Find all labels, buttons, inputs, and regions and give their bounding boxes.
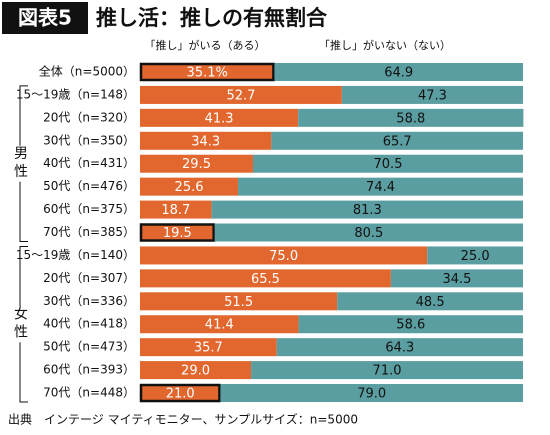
value-label: 51.5: [224, 295, 253, 310]
bar-segment: [140, 154, 253, 173]
bar-segment: [427, 246, 523, 265]
bar-segment: [140, 384, 221, 403]
category-label: 60代（n=375）: [43, 202, 135, 216]
value-label: 71.0: [373, 364, 402, 379]
bar-segment: [140, 223, 215, 242]
category-label: 70代（n=385）: [43, 225, 135, 239]
value-label: 47.3: [418, 88, 447, 103]
category-label: 50代（n=476）: [43, 179, 135, 193]
chart-title: 推し活：推しの有無割合: [96, 6, 328, 30]
category-label: 20代（n=307）: [43, 271, 135, 285]
value-label: 75.0: [269, 249, 298, 264]
bar-segment: [214, 223, 523, 242]
figure-label: 図表5: [18, 6, 72, 30]
category-label: 30代（n=336）: [43, 294, 135, 308]
bar-segment: [298, 108, 524, 127]
bar-segment: [140, 246, 428, 265]
category-label: 40代（n=431）: [43, 156, 135, 170]
group-label: 男性: [12, 146, 28, 182]
bar-segment: [298, 315, 523, 334]
bar-segment: [238, 177, 523, 196]
category-label: 40代（n=418）: [43, 317, 135, 331]
bar-segment: [140, 338, 277, 357]
value-label: 79.0: [357, 387, 386, 402]
bar-segment: [220, 384, 523, 403]
bar-segment: [140, 361, 252, 380]
bar-segment: [140, 269, 391, 288]
value-label: 19.5: [163, 226, 192, 241]
bar-segment: [140, 177, 239, 196]
value-label: 70.5: [374, 157, 403, 172]
value-label: 64.3: [385, 341, 414, 356]
value-label: 81.3: [353, 203, 382, 218]
group-label: 女性: [12, 306, 28, 343]
category-label: 70代（n=448）: [43, 386, 135, 400]
category-label: 20代（n=320）: [43, 110, 135, 124]
bar-segment: [274, 63, 523, 81]
value-label: 52.7: [226, 88, 255, 103]
bar-segment: [271, 131, 523, 150]
category-label: 50代（n=473）: [43, 340, 135, 354]
bar-segment: [337, 292, 523, 311]
value-label: 29.5: [182, 157, 211, 172]
bar-segment: [140, 292, 338, 311]
value-label: 21.0: [166, 387, 195, 402]
bar-segment: [140, 63, 275, 81]
value-label: 35.1%: [187, 66, 228, 81]
bar-segment: [341, 85, 523, 104]
value-label: 18.7: [161, 203, 190, 218]
figure-label-box: [2, 2, 88, 34]
category-label: 15～19歳（n=148）: [16, 87, 135, 101]
value-label: 80.5: [354, 226, 383, 241]
bar-segment: [251, 361, 523, 380]
value-label: 74.4: [366, 180, 395, 195]
value-label: 41.4: [205, 318, 234, 333]
value-label: 48.5: [416, 295, 445, 310]
source: 出典 インテージ マイティモニター、サンプルサイズ：n=5000: [8, 412, 358, 427]
value-label: 58.8: [396, 111, 425, 126]
bar-segment: [140, 315, 299, 334]
value-label: 65.5: [251, 272, 280, 287]
value-label: 29.0: [181, 364, 210, 379]
legend-label: 「推し」がいない（ない）: [319, 38, 451, 52]
highlight-box: [139, 383, 221, 403]
category-label: 全体（n=5000）: [39, 64, 135, 79]
bar-segment: [140, 108, 299, 127]
value-label: 25.0: [461, 249, 490, 264]
group-label-bg: [10, 306, 30, 343]
bar-segment: [252, 154, 524, 173]
legend-label: 「推し」がいる（ある）: [145, 38, 266, 52]
highlight-box: [139, 62, 275, 82]
bar-segment: [211, 200, 523, 219]
value-label: 34.3: [191, 134, 220, 149]
value-label: 64.9: [384, 66, 413, 81]
value-label: 58.6: [396, 318, 425, 333]
value-label: 41.3: [205, 111, 234, 126]
bar-segment: [140, 85, 342, 104]
value-label: 25.6: [175, 180, 204, 195]
category-label: 15～19歳（n=140）: [16, 248, 135, 262]
bar-segment: [276, 338, 523, 357]
group-label-bg: [10, 145, 30, 182]
bar-segment: [140, 131, 272, 150]
bar-segment: [140, 200, 212, 219]
value-label: 65.7: [383, 134, 412, 149]
value-label: 34.5: [442, 272, 471, 287]
category-label: 60代（n=393）: [43, 363, 135, 377]
bar-segment: [390, 269, 523, 288]
highlight-box: [139, 223, 215, 242]
value-label: 35.7: [194, 341, 223, 356]
category-label: 30代（n=350）: [43, 133, 135, 147]
